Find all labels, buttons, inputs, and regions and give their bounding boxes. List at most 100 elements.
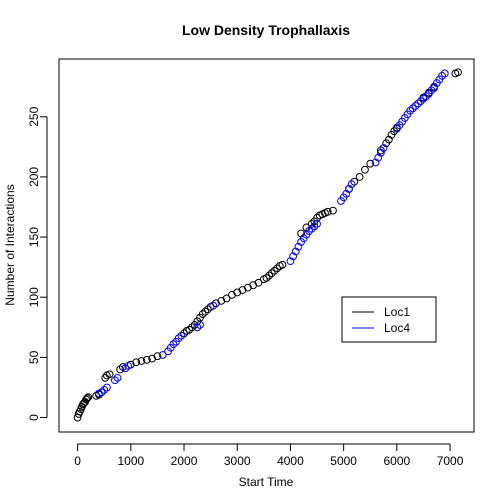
point-loc4 (305, 227, 313, 235)
point-loc1 (384, 135, 393, 144)
point-loc4 (97, 388, 106, 397)
point-loc4 (286, 257, 295, 266)
point-loc1 (262, 274, 271, 282)
legend-label-loc1: Loc1 (384, 305, 410, 319)
x-tick-label: 5000 (330, 454, 357, 468)
point-loc1 (329, 206, 337, 215)
x-tick-label: 0 (74, 454, 81, 468)
point-loc1 (273, 264, 282, 273)
point-loc4 (113, 373, 122, 382)
point-loc1 (83, 394, 92, 403)
x-tick-label: 6000 (384, 454, 411, 468)
point-loc4 (438, 71, 446, 80)
y-tick-label: 250 (27, 106, 41, 126)
chart-title: Low Density Trophallaxis (182, 22, 350, 38)
point-loc1 (265, 271, 274, 280)
y-tick-label: 150 (27, 227, 41, 247)
point-loc4 (100, 385, 109, 394)
point-loc1 (137, 357, 146, 365)
point-loc1 (350, 177, 359, 186)
point-loc4 (209, 301, 218, 310)
point-loc4 (291, 247, 300, 256)
point-loc1 (270, 266, 279, 275)
plot-area-frame (58, 58, 475, 433)
legend-box (341, 296, 437, 343)
point-loc4 (371, 158, 380, 167)
point-loc4 (124, 361, 133, 370)
x-tick-label: 2000 (171, 454, 198, 468)
point-loc1 (376, 146, 385, 155)
point-loc1 (82, 395, 91, 404)
point-loc1 (105, 370, 114, 379)
y-tick-label: 50 (27, 350, 41, 364)
point-loc1 (204, 305, 212, 314)
point-loc1 (180, 329, 188, 338)
point-loc1 (188, 323, 196, 332)
x-tick-label: 4000 (277, 454, 304, 468)
point-loc4 (419, 94, 428, 103)
x-axis: 0 1000 2000 3000 4000 5000 6000 7000 (74, 443, 464, 468)
point-loc1 (454, 68, 462, 77)
x-tick-label: 3000 (224, 454, 251, 468)
point-loc1 (355, 173, 364, 181)
point-loc1 (323, 207, 332, 216)
point-loc4 (406, 106, 415, 115)
x-tick-label: 1000 (117, 454, 144, 468)
point-loc4 (310, 222, 319, 231)
y-tick-label: 200 (27, 167, 41, 187)
point-loc1 (307, 219, 316, 228)
point-loc4 (374, 153, 383, 162)
point-loc4 (158, 351, 167, 359)
point-loc1 (222, 294, 231, 303)
point-loc1 (297, 229, 305, 238)
point-loc1 (278, 260, 287, 269)
y-axis: 0 50 100 150 200 250 (27, 106, 48, 421)
point-loc1 (267, 269, 276, 278)
y-tick-label: 0 (27, 414, 41, 421)
y-axis-title: Number of Interactions (3, 184, 17, 305)
point-loc1 (185, 325, 194, 334)
point-loc4 (110, 376, 119, 385)
point-loc1 (153, 352, 162, 361)
point-loc4 (177, 331, 186, 340)
point-loc4 (376, 148, 385, 157)
point-loc1 (313, 213, 321, 222)
point-loc4 (379, 144, 388, 152)
point-loc4 (416, 97, 425, 106)
point-loc1 (132, 358, 141, 367)
point-loc4 (440, 69, 449, 78)
point-loc1 (84, 393, 93, 402)
point-loc4 (313, 219, 321, 228)
point-loc4 (121, 364, 130, 373)
y-tick-label: 100 (27, 287, 41, 307)
point-loc4 (342, 189, 351, 198)
point-loc1 (101, 373, 110, 382)
point-loc4 (169, 340, 178, 349)
point-loc4 (411, 102, 420, 110)
point-loc4 (196, 321, 204, 329)
point-loc4 (422, 92, 431, 101)
point-loc4 (307, 224, 316, 233)
point-loc4 (408, 104, 417, 113)
point-loc1 (201, 307, 210, 316)
point-loc1 (198, 310, 207, 318)
point-loc4 (174, 334, 183, 343)
point-loc4 (289, 252, 298, 261)
point-loc1 (366, 159, 375, 168)
point-loc1 (254, 278, 263, 287)
data-points (73, 68, 462, 422)
point-loc4 (414, 99, 423, 108)
point-loc4 (102, 383, 111, 392)
point-loc4 (193, 323, 202, 332)
point-loc4 (294, 242, 303, 251)
point-loc4 (345, 185, 353, 193)
point-loc1 (361, 165, 369, 174)
legend: Loc1 Loc4 (341, 296, 437, 343)
legend-label-loc4: Loc4 (384, 321, 410, 335)
point-loc4 (347, 180, 356, 189)
point-loc1 (142, 355, 151, 364)
x-tick-label: 7000 (437, 454, 464, 468)
x-axis-title: Start Time (239, 475, 294, 489)
point-loc1 (116, 365, 125, 374)
